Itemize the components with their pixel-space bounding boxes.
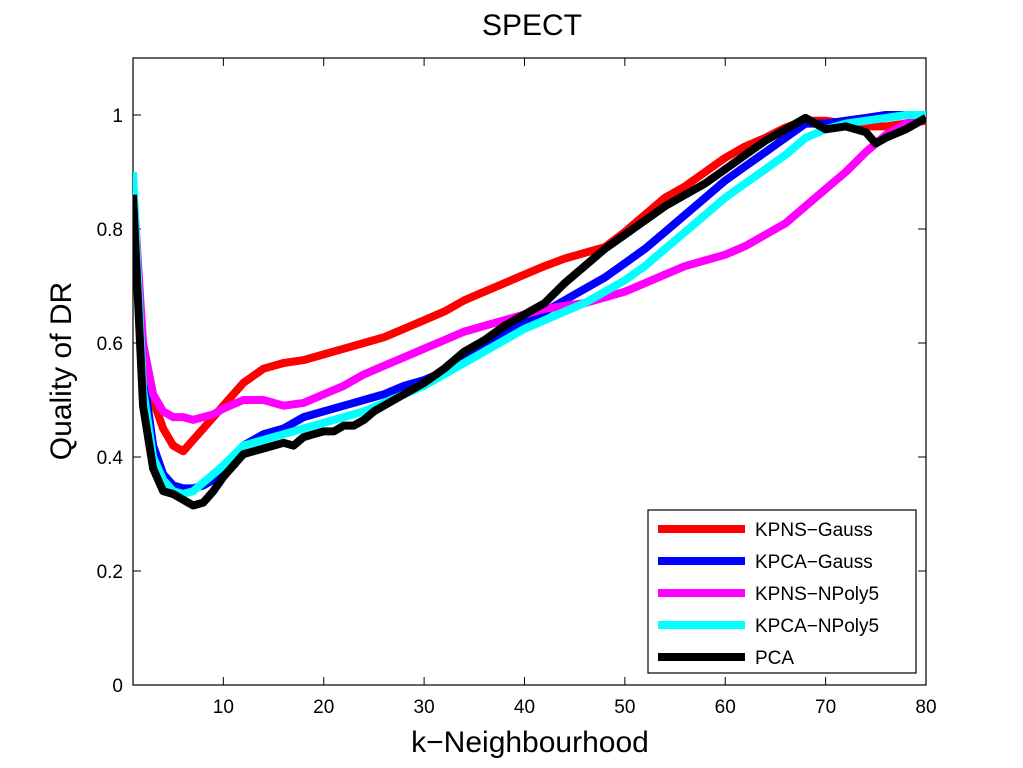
x-axis: 10 20 30 40 50 60 70 80	[213, 58, 937, 718]
x-tick-label: 40	[514, 697, 535, 718]
legend-entry-label: KPCA−NPoly5	[755, 616, 879, 637]
y-tick-label: 0	[112, 676, 123, 697]
x-tick-label: 50	[614, 697, 635, 718]
y-axis-label: Quality of DR	[45, 282, 78, 460]
y-tick-label: 1	[112, 106, 123, 127]
series-lines	[133, 111, 926, 510]
x-tick-label: 30	[414, 697, 435, 718]
x-tick-label: 10	[213, 697, 234, 718]
x-tick-label: 60	[715, 697, 736, 718]
legend: KPNS−Gauss KPCA−Gauss KPNS−NPoly5 KPCA−NPol…	[647, 509, 917, 674]
series-line-kpns-npoly5	[133, 111, 926, 424]
legend-entry-label: KPNS−Gauss	[755, 520, 873, 541]
x-axis-label: k−Neighbourhood	[411, 726, 649, 759]
y-axis: 0 0.2 0.4 0.6 0.8 1	[97, 106, 926, 697]
legend-entry-label: KPNS−NPoly5	[755, 584, 879, 605]
series-line-kpca-npoly5	[133, 111, 926, 498]
chart-title: SPECT	[482, 9, 582, 42]
y-tick-label: 0.6	[97, 334, 123, 355]
x-tick-label: 20	[313, 697, 334, 718]
y-tick-label: 0.8	[97, 220, 123, 241]
y-tick-label: 0.2	[97, 562, 123, 583]
x-tick-label: 70	[815, 697, 836, 718]
series-line-pca	[133, 113, 926, 510]
legend-entry-label: PCA	[755, 648, 794, 669]
y-tick-label: 0.4	[97, 448, 124, 469]
x-tick-label: 80	[915, 697, 936, 718]
legend-entry-label: KPCA−Gauss	[755, 552, 873, 573]
